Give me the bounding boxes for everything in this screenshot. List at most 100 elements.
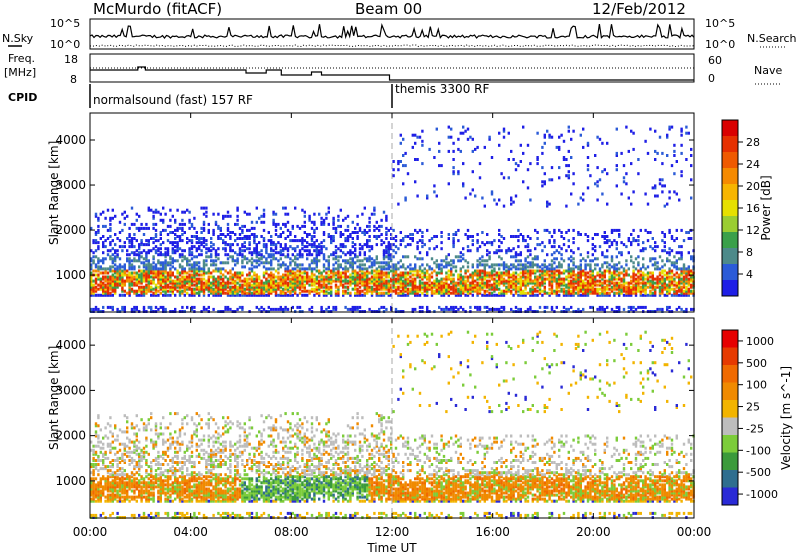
heatmap-cell bbox=[644, 192, 647, 196]
heatmap-cell bbox=[289, 273, 292, 277]
heatmap-cell bbox=[114, 243, 117, 247]
heatmap-cell bbox=[162, 228, 165, 232]
heatmap-cell bbox=[267, 283, 270, 287]
heatmap-cell bbox=[310, 283, 314, 287]
nsky-label: N.Sky bbox=[2, 32, 34, 45]
heatmap-cell bbox=[193, 291, 196, 295]
heatmap-cell bbox=[498, 249, 501, 253]
heatmap-cell bbox=[459, 293, 462, 297]
heatmap-cell bbox=[238, 277, 242, 281]
heatmap-cell bbox=[236, 208, 239, 212]
heatmap-cell bbox=[373, 277, 376, 281]
heatmap-cell bbox=[224, 291, 227, 295]
heatmap-cell bbox=[320, 241, 323, 245]
heatmap-cell bbox=[164, 255, 167, 259]
heatmap-cell bbox=[565, 158, 568, 161]
heatmap-cell bbox=[586, 287, 590, 291]
heatmap-cell bbox=[603, 291, 606, 295]
heatmap-cell bbox=[529, 253, 532, 257]
heatmap-cell bbox=[104, 216, 107, 220]
heatmap-cell bbox=[234, 259, 237, 263]
heatmap-cell bbox=[138, 226, 141, 230]
heatmap-cell bbox=[145, 279, 148, 283]
heatmap-cell bbox=[589, 275, 592, 279]
heatmap-cell bbox=[248, 287, 251, 291]
heatmap-cell bbox=[162, 289, 165, 293]
heatmap-cell bbox=[555, 281, 558, 285]
heatmap-cell bbox=[214, 287, 218, 291]
heatmap-cell bbox=[265, 243, 268, 247]
heatmap-cell bbox=[313, 289, 316, 293]
heatmap-cell bbox=[392, 267, 395, 271]
heatmap-cell bbox=[330, 239, 333, 243]
heatmap-cell bbox=[195, 271, 198, 275]
heatmap-cell bbox=[666, 291, 669, 295]
heatmap-cell bbox=[222, 287, 225, 291]
heatmap-cell bbox=[126, 273, 129, 277]
heatmap-cell bbox=[490, 283, 494, 287]
heatmap-cell bbox=[421, 257, 424, 261]
heatmap-cell bbox=[397, 267, 400, 271]
heatmap-cell bbox=[500, 275, 503, 279]
heatmap-cell bbox=[454, 255, 458, 259]
heatmap-cell bbox=[140, 239, 143, 243]
heatmap-cell bbox=[582, 289, 585, 293]
heatmap-cell bbox=[498, 228, 501, 232]
heatmap-cell bbox=[94, 277, 98, 281]
heatmap-cell bbox=[682, 283, 686, 287]
heatmap-cell bbox=[618, 235, 621, 238]
heatmap-cell bbox=[346, 214, 350, 218]
heatmap-cell bbox=[663, 293, 666, 297]
heatmap-cell bbox=[644, 283, 647, 287]
heatmap-cell bbox=[130, 237, 134, 240]
heatmap-cell bbox=[423, 243, 426, 247]
heatmap-cell bbox=[512, 285, 515, 289]
heatmap-cell bbox=[510, 275, 513, 279]
heatmap-cell bbox=[505, 281, 508, 285]
heatmap-cell bbox=[344, 273, 347, 277]
heatmap-cell bbox=[176, 235, 179, 238]
heatmap-cell bbox=[385, 237, 388, 240]
heatmap-cell bbox=[459, 279, 462, 283]
heatmap-cell bbox=[510, 263, 513, 267]
heatmap-cell bbox=[680, 127, 683, 131]
heatmap-cell bbox=[586, 271, 590, 275]
heatmap-cell bbox=[109, 218, 112, 222]
heatmap-cell bbox=[255, 220, 258, 224]
heatmap-cell bbox=[502, 293, 506, 297]
heatmap-cell bbox=[574, 291, 578, 295]
heatmap-cell bbox=[591, 275, 594, 279]
heatmap-cell bbox=[438, 164, 441, 168]
heatmap-cell bbox=[92, 239, 95, 243]
heatmap-cell bbox=[157, 273, 160, 277]
heatmap-cell bbox=[183, 277, 186, 281]
heatmap-cell bbox=[390, 245, 393, 249]
heatmap-cell bbox=[584, 267, 587, 271]
heatmap-cell bbox=[207, 228, 210, 232]
heatmap-cell bbox=[586, 279, 590, 283]
heatmap-cell bbox=[382, 241, 386, 245]
heatmap-cell bbox=[327, 235, 330, 238]
heatmap-cell bbox=[294, 277, 297, 281]
heatmap-cell bbox=[111, 259, 114, 263]
heatmap-cell bbox=[430, 293, 434, 297]
heatmap-cell bbox=[502, 291, 506, 295]
heatmap-cell bbox=[577, 285, 580, 289]
heatmap-cell bbox=[572, 261, 575, 265]
power-colorbar-label: Power [dB] bbox=[759, 175, 773, 240]
heatmap-cell bbox=[421, 241, 424, 245]
heatmap-cell bbox=[390, 277, 393, 281]
heatmap-cell bbox=[370, 263, 374, 267]
heatmap-cell bbox=[658, 293, 662, 297]
heatmap-cell bbox=[229, 245, 232, 249]
heatmap-cell bbox=[250, 233, 254, 236]
heatmap-cell bbox=[202, 226, 206, 230]
heatmap-cell bbox=[327, 287, 330, 291]
heatmap-cell bbox=[231, 255, 234, 259]
heatmap-cell bbox=[138, 247, 141, 251]
heatmap-cell bbox=[342, 243, 345, 247]
heatmap-cell bbox=[615, 305, 618, 309]
heatmap-cell bbox=[373, 212, 376, 216]
heatmap-cell bbox=[224, 235, 227, 238]
heatmap-cell bbox=[658, 267, 662, 271]
